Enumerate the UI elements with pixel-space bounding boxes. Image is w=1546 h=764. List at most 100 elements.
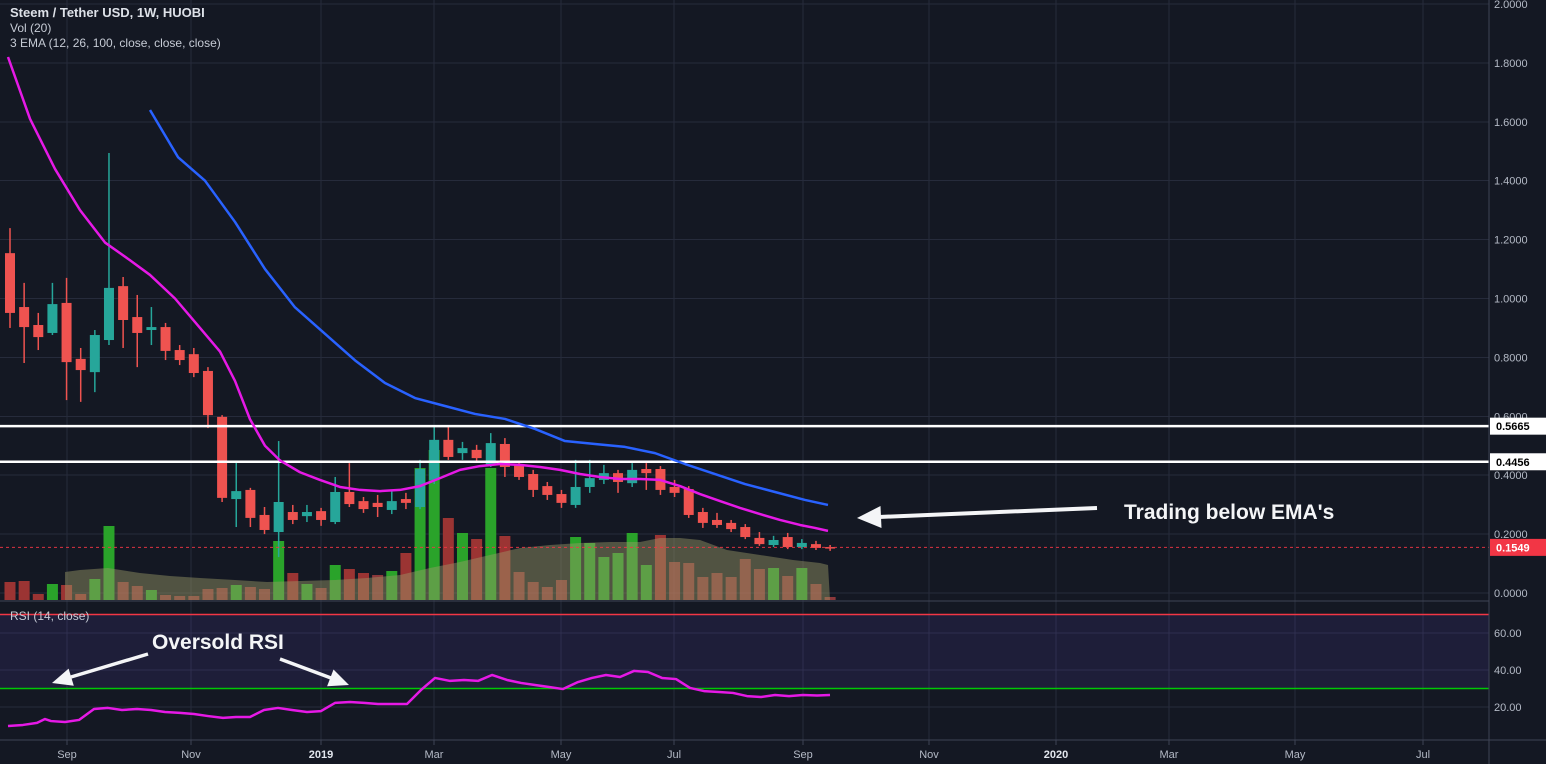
time-axis-label[interactable]: Mar xyxy=(425,749,444,761)
candle-body xyxy=(287,512,298,520)
candlesticks xyxy=(5,153,836,558)
candle-body xyxy=(245,489,256,518)
price-level-chip xyxy=(1490,417,1546,435)
price-tick-label[interactable]: 1.2000 xyxy=(1494,235,1528,247)
candle xyxy=(217,415,228,502)
volume-bar xyxy=(739,559,751,600)
candle-body xyxy=(301,512,312,517)
candle-body xyxy=(61,302,72,363)
candle-body xyxy=(712,519,722,525)
candle-body xyxy=(471,449,482,459)
time-axis-label[interactable]: Nov xyxy=(181,749,201,761)
candle-body xyxy=(273,501,284,533)
candle xyxy=(613,469,624,493)
volume-bar xyxy=(782,576,794,600)
volume-bar xyxy=(428,450,440,600)
price-level-chip-label: 0.1549 xyxy=(1496,542,1530,554)
price-tick-label[interactable]: 0.4000 xyxy=(1494,470,1528,482)
candle xyxy=(19,282,30,363)
candle-body xyxy=(443,439,454,457)
rsi-tick-label[interactable]: 60.00 xyxy=(1494,628,1522,640)
time-axis-label[interactable]: Nov xyxy=(919,749,939,761)
price-level-chip-label: 0.5665 xyxy=(1496,421,1530,433)
candle-body xyxy=(146,327,157,331)
candle-body xyxy=(528,474,539,490)
candle-body xyxy=(499,443,510,467)
candle-body xyxy=(627,469,638,484)
candle xyxy=(669,479,680,497)
candle-body xyxy=(697,512,708,523)
price-tick-label[interactable]: 0.8000 xyxy=(1494,352,1528,364)
volume-bar xyxy=(400,553,412,600)
candle xyxy=(570,459,581,508)
candle xyxy=(542,481,553,500)
candle-body xyxy=(542,486,553,495)
price-level-chip xyxy=(1490,538,1546,556)
candle xyxy=(443,426,454,460)
annotation-trading-below-emas: Trading below EMA's xyxy=(1124,501,1334,524)
rsi-tick-label[interactable]: 20.00 xyxy=(1494,702,1522,714)
volume-bar xyxy=(61,585,73,600)
volume-bar xyxy=(259,589,271,600)
time-axis-label[interactable]: Sep xyxy=(793,749,813,761)
candle-body xyxy=(641,469,652,474)
oversold-arrow-left-head-icon xyxy=(52,668,74,686)
volume-bar xyxy=(273,541,285,600)
time-axis-label[interactable]: Sep xyxy=(57,749,77,761)
candle-body xyxy=(429,439,440,480)
time-axis-label[interactable]: Jul xyxy=(1416,749,1430,761)
time-axis-label[interactable]: May xyxy=(551,749,572,761)
volume-bar xyxy=(824,597,836,600)
candle-body xyxy=(556,494,567,503)
candle xyxy=(457,441,468,460)
rsi-tick-label[interactable]: 40.00 xyxy=(1494,665,1522,677)
time-axis-label[interactable]: Jul xyxy=(667,749,681,761)
candle-body xyxy=(754,537,765,545)
price-tick-label[interactable]: 1.6000 xyxy=(1494,117,1528,129)
candle xyxy=(231,461,242,528)
candle-body xyxy=(726,522,737,530)
candle xyxy=(386,489,397,515)
volume-bar xyxy=(598,557,610,600)
price-tick-label[interactable]: 0.2000 xyxy=(1494,529,1528,541)
volume-bar xyxy=(188,596,200,600)
candle-body xyxy=(33,325,44,338)
time-axis-label[interactable]: May xyxy=(1285,749,1306,761)
candle-body xyxy=(386,501,397,510)
candle xyxy=(287,504,298,525)
volume-bar xyxy=(725,577,737,600)
candle-body xyxy=(316,511,327,520)
candle xyxy=(188,347,199,378)
candle xyxy=(47,282,58,336)
candle-body xyxy=(457,448,468,454)
candle xyxy=(89,330,100,393)
time-axis-label[interactable]: Mar xyxy=(1160,749,1179,761)
candle xyxy=(740,524,751,540)
time-axis-label[interactable]: 2019 xyxy=(309,749,333,761)
volume-bar xyxy=(584,543,596,600)
volume-bar xyxy=(768,568,780,600)
volume-bar xyxy=(555,580,567,600)
price-tick-label[interactable]: 1.8000 xyxy=(1494,58,1528,70)
axes[interactable]: 2.0000 1.8000 1.6000 1.4000 1.2000 1.0000 0.80… xyxy=(57,0,1546,761)
candle xyxy=(810,540,821,551)
ema-lines xyxy=(6,56,829,533)
price-tick-label[interactable]: 1.0000 xyxy=(1494,294,1528,306)
candle-body xyxy=(103,287,114,341)
candle xyxy=(429,426,440,485)
candle xyxy=(528,469,539,497)
candle xyxy=(75,347,86,402)
volume-bar xyxy=(513,572,525,600)
candle xyxy=(471,444,482,462)
rsi-line xyxy=(7,669,831,728)
volume-bar xyxy=(456,533,468,600)
price-tick-label[interactable]: 2.0000 xyxy=(1494,0,1528,11)
candle xyxy=(556,489,567,508)
time-axis-label[interactable]: 2020 xyxy=(1044,749,1068,761)
ema-12-line xyxy=(6,56,829,533)
price-tick-label[interactable]: 1.4000 xyxy=(1494,176,1528,188)
price-tick-label[interactable]: 0.0000 xyxy=(1494,588,1528,600)
volume-bar xyxy=(541,587,553,600)
